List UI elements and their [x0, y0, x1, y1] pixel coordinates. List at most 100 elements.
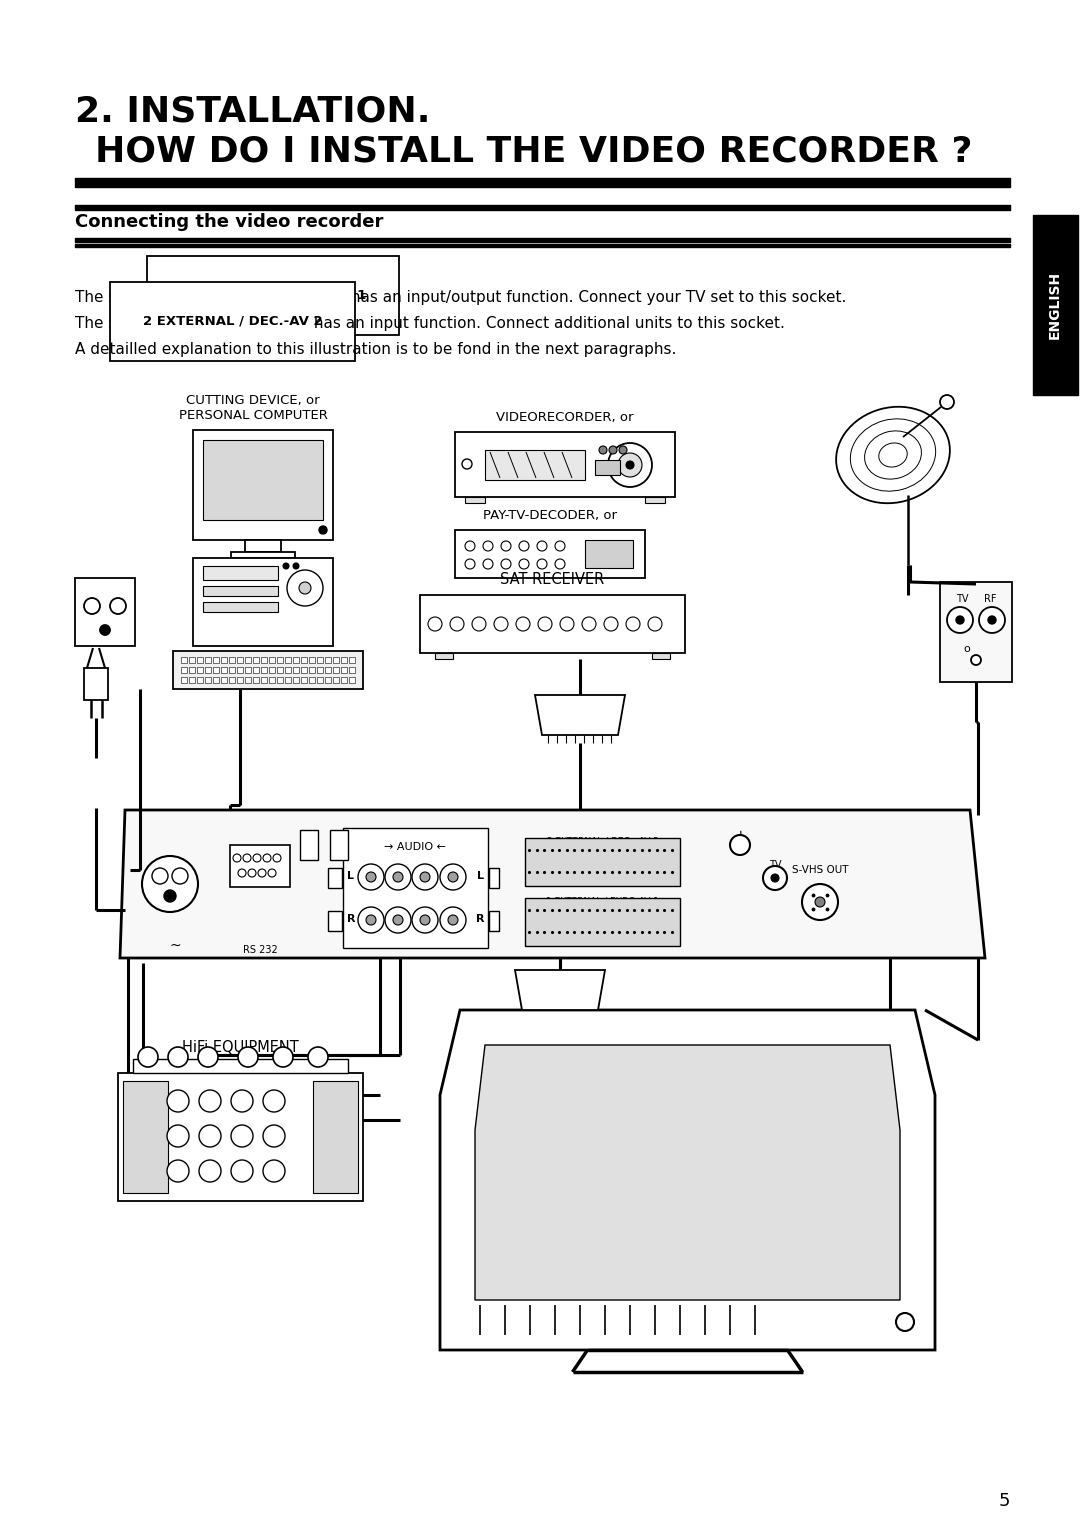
Bar	[181, 668, 187, 672]
Bar	[213, 677, 219, 683]
Text: R: R	[347, 914, 355, 924]
Circle shape	[516, 617, 530, 631]
Circle shape	[501, 541, 511, 552]
Circle shape	[100, 625, 110, 636]
Text: 2 EXTERNAL / DEC.- AV 2: 2 EXTERNAL / DEC.- AV 2	[548, 836, 659, 845]
Bar	[485, 451, 585, 480]
Bar	[237, 668, 243, 672]
Text: IN: IN	[203, 1065, 213, 1076]
Bar	[285, 657, 291, 663]
Ellipse shape	[836, 406, 950, 503]
Circle shape	[450, 617, 464, 631]
Bar	[231, 552, 295, 558]
Bar	[197, 677, 203, 683]
Bar	[189, 657, 195, 663]
Circle shape	[599, 446, 607, 454]
Circle shape	[561, 617, 573, 631]
Polygon shape	[535, 695, 625, 735]
Circle shape	[896, 1313, 914, 1331]
Circle shape	[762, 866, 787, 889]
Bar	[253, 668, 259, 672]
Bar	[309, 668, 315, 672]
Text: HiFi EQUIPMENT: HiFi EQUIPMENT	[183, 1041, 299, 1054]
Circle shape	[273, 854, 281, 862]
Circle shape	[537, 541, 546, 552]
Circle shape	[472, 617, 486, 631]
Bar	[435, 652, 453, 659]
Bar	[585, 539, 633, 568]
Bar	[293, 657, 299, 663]
Bar	[261, 677, 267, 683]
Bar	[293, 668, 299, 672]
Bar	[205, 657, 211, 663]
Circle shape	[940, 396, 954, 410]
Bar	[455, 432, 675, 497]
Circle shape	[293, 562, 299, 568]
Bar	[330, 830, 348, 860]
Circle shape	[648, 617, 662, 631]
Bar	[595, 460, 620, 475]
Bar	[213, 668, 219, 672]
Circle shape	[626, 617, 640, 631]
Circle shape	[84, 597, 100, 614]
Text: has an input/output function. Connect your TV set to this socket.: has an input/output function. Connect yo…	[346, 290, 846, 306]
Text: ENGLISH: ENGLISH	[1048, 270, 1062, 339]
Circle shape	[366, 915, 376, 924]
Circle shape	[238, 869, 246, 877]
Circle shape	[771, 874, 779, 882]
Text: 1 EXTERNAL / EURO-AV 1: 1 EXTERNAL / EURO-AV 1	[546, 895, 660, 905]
Bar	[489, 868, 499, 888]
Bar	[420, 594, 685, 652]
Circle shape	[555, 541, 565, 552]
Bar	[221, 668, 227, 672]
Circle shape	[167, 1160, 189, 1183]
Circle shape	[172, 868, 188, 885]
Circle shape	[519, 559, 529, 568]
Circle shape	[393, 915, 403, 924]
Bar	[245, 677, 251, 683]
Bar	[276, 677, 283, 683]
Bar	[269, 677, 275, 683]
Circle shape	[198, 1047, 218, 1067]
Text: TV: TV	[769, 860, 781, 869]
Circle shape	[110, 597, 126, 614]
Bar	[940, 582, 1012, 681]
Circle shape	[357, 908, 384, 934]
Bar	[341, 657, 347, 663]
Circle shape	[465, 541, 475, 552]
Text: 1 EXTERNAL / EURO-AV 1: 1 EXTERNAL / EURO-AV 1	[179, 289, 366, 303]
Circle shape	[626, 461, 634, 469]
Bar	[193, 558, 333, 646]
Bar	[301, 668, 307, 672]
Text: VIDEORECORDER, or: VIDEORECORDER, or	[496, 411, 634, 423]
Text: S-VHS OUT: S-VHS OUT	[792, 865, 848, 876]
Bar	[325, 668, 330, 672]
Bar	[189, 677, 195, 683]
Circle shape	[268, 869, 276, 877]
Text: o: o	[963, 643, 970, 654]
Circle shape	[555, 559, 565, 568]
Circle shape	[428, 617, 442, 631]
Circle shape	[604, 617, 618, 631]
Text: 2. INSTALLATION.: 2. INSTALLATION.	[75, 95, 430, 128]
Bar	[203, 602, 278, 613]
Circle shape	[609, 446, 617, 454]
Polygon shape	[475, 1045, 900, 1300]
Text: PAY-TV-DECODER, or: PAY-TV-DECODER, or	[483, 509, 617, 523]
Bar	[229, 668, 235, 672]
Bar	[309, 657, 315, 663]
Bar	[349, 657, 355, 663]
Text: OUT: OUT	[262, 1065, 283, 1076]
Circle shape	[947, 607, 973, 633]
Circle shape	[238, 1047, 258, 1067]
Circle shape	[233, 854, 241, 862]
Bar	[197, 657, 203, 663]
Circle shape	[168, 1047, 188, 1067]
Circle shape	[138, 1047, 158, 1067]
Text: RS 232: RS 232	[243, 944, 278, 955]
Text: → AUDIO ←: → AUDIO ←	[384, 842, 446, 853]
Bar	[75, 578, 135, 646]
Text: R: R	[476, 914, 484, 924]
Circle shape	[538, 617, 552, 631]
Bar	[173, 651, 363, 689]
